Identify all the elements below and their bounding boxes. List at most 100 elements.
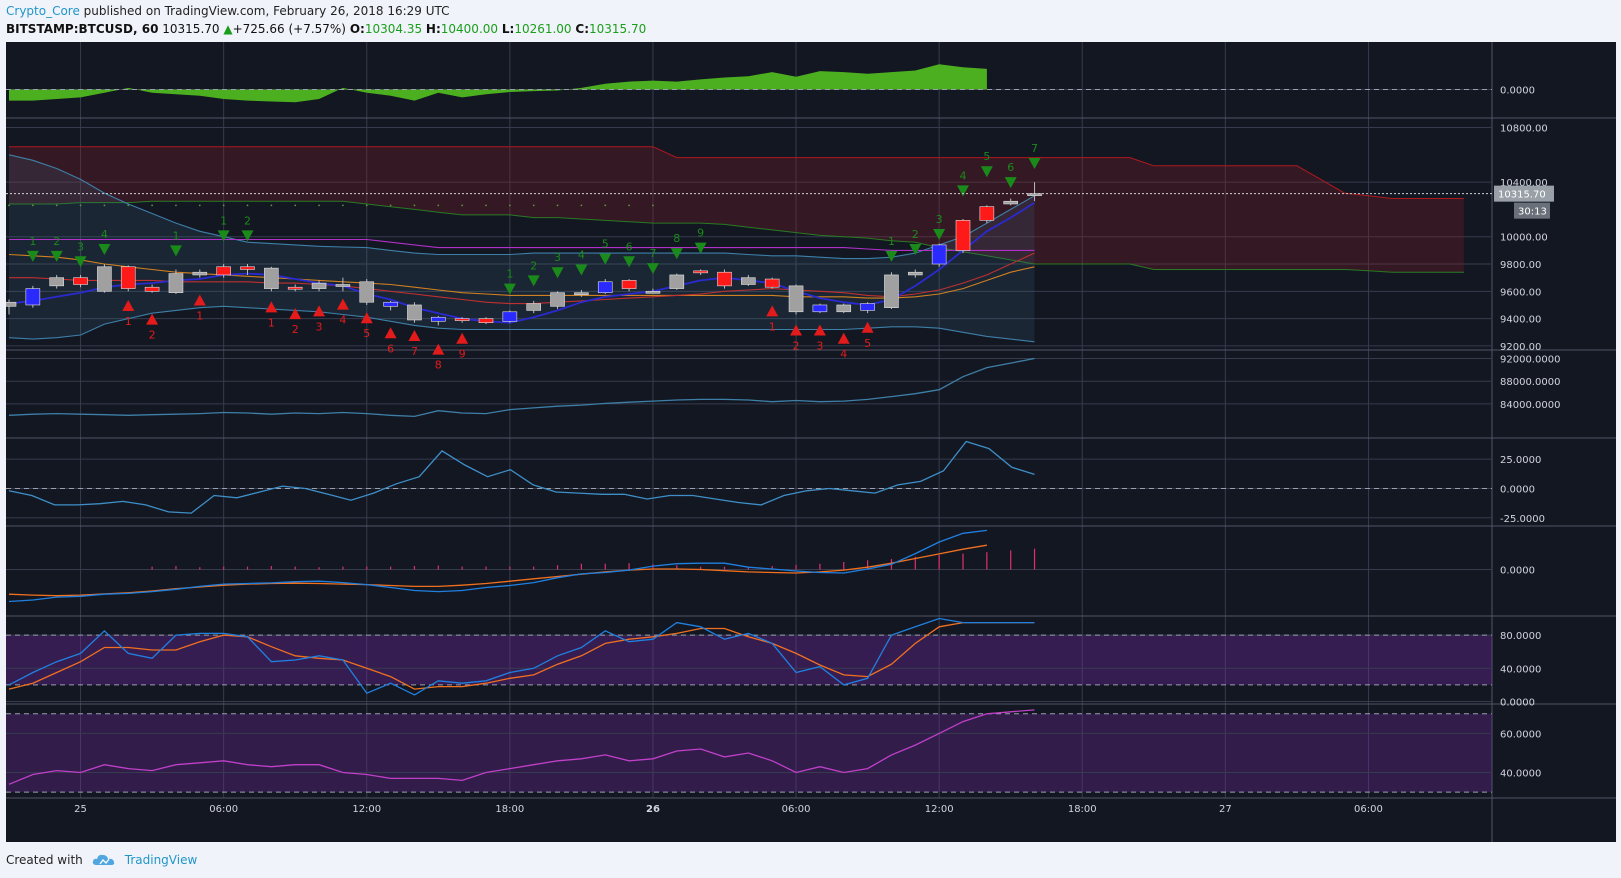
sell-signal-marker — [313, 305, 326, 317]
chart-canvas[interactable]: 0.000010800.0010400.0010000.009800.00960… — [6, 42, 1616, 842]
sell-signal-marker — [289, 308, 302, 320]
sell-signal-marker — [790, 324, 803, 336]
sell-signal-count: 2 — [149, 329, 156, 342]
sell-signal-marker — [193, 294, 206, 306]
buy-signal-marker — [1004, 177, 1017, 189]
buy-signal-marker — [26, 250, 39, 262]
candle-body — [359, 281, 375, 303]
dot-marker — [485, 204, 487, 207]
symbol-label: BITSTAMP:BTCUSD, 60 — [6, 22, 159, 36]
dot-marker — [175, 204, 177, 207]
candle-body — [216, 266, 231, 276]
candle-body — [144, 286, 160, 292]
candle-body — [25, 288, 41, 306]
dot-marker — [365, 204, 368, 207]
volume-line — [8, 357, 1035, 418]
buy-signal-marker — [217, 230, 230, 242]
buy-signal-marker — [909, 244, 922, 256]
candle-body — [73, 277, 88, 285]
buy-signal-count: 1 — [888, 235, 895, 248]
dot-marker — [652, 204, 654, 207]
sell-signal-count: 8 — [435, 359, 442, 372]
dot-marker — [437, 204, 440, 207]
candle-body — [311, 282, 327, 289]
sell-signal-marker — [146, 313, 159, 325]
time-tick-label: 18:00 — [495, 804, 524, 815]
price-axis-area — [1492, 42, 1616, 842]
buy-signal-marker — [623, 256, 636, 268]
candle-body — [836, 304, 852, 313]
buy-signal-count: 1 — [506, 268, 513, 281]
axis-tick-label: 9200.00 — [1500, 342, 1541, 353]
candle-body — [717, 271, 732, 287]
sell-signal-count: 2 — [793, 340, 800, 353]
lower-band-line — [8, 305, 1035, 343]
tradingview-link[interactable]: TradingView — [124, 853, 198, 867]
sell-signal-marker — [384, 327, 397, 339]
axis-tick-label: 10400.00 — [1500, 178, 1548, 189]
momentum-line — [8, 440, 1035, 514]
candle-body — [97, 266, 112, 292]
buy-signal-marker — [694, 242, 707, 254]
buy-signal-count: 1 — [220, 214, 227, 227]
candle-body — [6, 301, 17, 307]
buy-signal-marker — [241, 230, 254, 242]
sell-signal-count: 9 — [459, 348, 466, 361]
candle-body — [192, 271, 208, 276]
dot-marker — [461, 204, 464, 207]
time-tick-label: 12:00 — [925, 804, 954, 815]
buy-signal-marker — [169, 245, 182, 257]
dot-marker — [222, 204, 225, 207]
candle-body — [120, 266, 136, 289]
sell-signal-count: 3 — [816, 340, 823, 353]
axis-tick-label: 9600.00 — [1500, 287, 1541, 298]
cloud-logo-icon — [92, 854, 114, 865]
candle-body — [812, 304, 828, 313]
axis-tick-label: 40.0000 — [1500, 664, 1541, 675]
time-tick-label: 27 — [1219, 804, 1232, 815]
low-label: L: — [501, 22, 515, 36]
dot-marker — [556, 204, 559, 207]
open-label: O: — [349, 22, 365, 36]
buy-signal-count: 6 — [1007, 161, 1014, 174]
buy-signal-count: 4 — [960, 169, 967, 182]
buy-signal-count: 5 — [983, 150, 990, 163]
buy-signal-marker — [503, 283, 516, 295]
candle-body — [526, 303, 542, 311]
buy-signal-marker — [98, 244, 111, 256]
dot-marker — [55, 204, 58, 207]
close-label: C: — [575, 22, 590, 36]
sell-signal-marker — [360, 312, 373, 324]
rsi-line — [8, 709, 1035, 785]
dot-marker — [270, 204, 273, 207]
candle-body — [884, 274, 899, 308]
axis-tick-label: 80.0000 — [1500, 631, 1541, 642]
buy-signal-marker — [957, 185, 969, 197]
dot-marker — [342, 204, 344, 207]
footer: Created with TradingView — [6, 852, 197, 868]
dot-marker — [413, 204, 416, 207]
buy-signal-count: 7 — [1031, 142, 1038, 155]
sell-signal-marker — [813, 324, 826, 336]
buy-signal-count: 3 — [554, 251, 561, 264]
candle-body — [264, 267, 279, 289]
axis-tick-label: 92000.0000 — [1500, 355, 1560, 366]
buy-signal-count: 9 — [697, 227, 704, 240]
sell-signal-marker — [861, 321, 874, 333]
candle-body — [478, 318, 494, 324]
dot-marker — [246, 204, 249, 207]
dot-marker — [580, 204, 583, 207]
time-tick-label: 18:00 — [1068, 804, 1097, 815]
axis-tick-label: 9800.00 — [1500, 260, 1541, 271]
axis-tick-label: 60.0000 — [1500, 729, 1541, 740]
sell-signal-count: 1 — [196, 310, 203, 323]
dot-marker — [79, 204, 82, 207]
dot-marker — [151, 204, 154, 207]
low-value: 10261.00 — [514, 22, 572, 36]
author-link[interactable]: Crypto_Core — [6, 4, 80, 18]
sell-signal-count: 1 — [125, 315, 132, 328]
sell-signal-count: 7 — [411, 345, 418, 358]
time-tick-label: 12:00 — [352, 804, 381, 815]
dot-marker — [604, 204, 607, 207]
up-arrow-icon: ▲ — [223, 22, 233, 36]
